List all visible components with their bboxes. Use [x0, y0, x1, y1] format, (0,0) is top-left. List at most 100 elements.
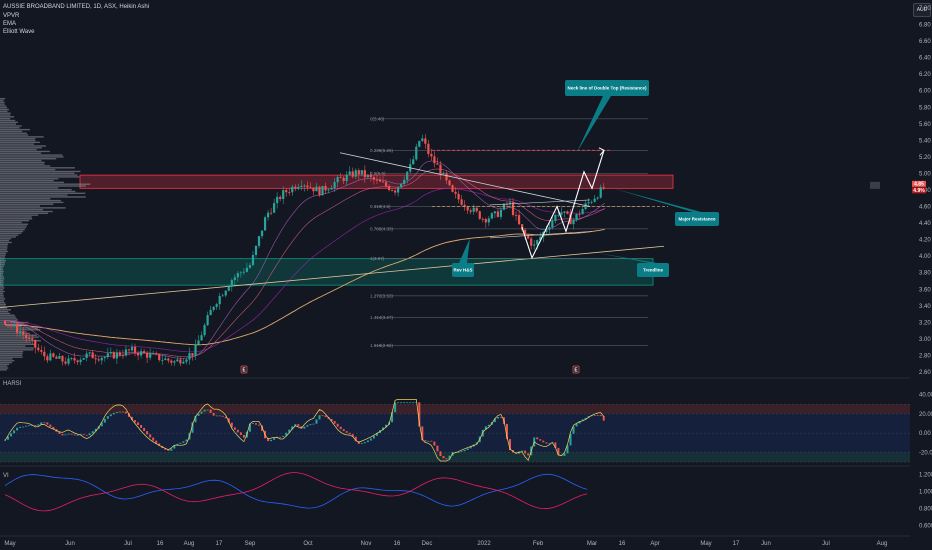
harsi-candle: [185, 439, 188, 442]
harsi-candle: [442, 456, 445, 459]
indicator-ema[interactable]: EMA: [3, 21, 17, 27]
time-axis-label: 17: [733, 541, 740, 547]
candle: [221, 295, 224, 297]
harsi-candle: [215, 415, 218, 417]
volume-profile-bar: [0, 130, 23, 133]
price-axis-label: 3.20: [919, 320, 931, 326]
harsi-candle: [158, 443, 161, 446]
time-axis-label: Jul: [822, 541, 830, 547]
harsi-candle: [406, 402, 409, 404]
volume-profile-bar: [0, 283, 4, 286]
candle: [15, 324, 19, 333]
price-axis-label: 6.60: [919, 39, 931, 45]
harsi-candle: [569, 433, 572, 446]
currency-button[interactable]: AUD: [913, 3, 931, 17]
harsi-candle: [496, 416, 499, 419]
earnings-marker[interactable]: [240, 365, 248, 374]
volume-profile-bar: [0, 199, 61, 202]
callout-neckline-label: Neck line of Double Top (Resistance): [568, 86, 647, 91]
volume-profile-bar: [0, 121, 18, 124]
candle: [139, 351, 143, 356]
harsi-axis-label: 20.00: [919, 412, 932, 418]
harsi-signal-line: [4, 399, 605, 462]
harsi-candle: [152, 437, 155, 441]
harsi-candle: [315, 419, 318, 424]
volume-profile-bar: [0, 345, 26, 347]
volume-profile-bar: [0, 258, 5, 260]
candle: [354, 170, 357, 177]
harsi-candle: [261, 425, 264, 431]
harsi-candle: [499, 416, 502, 418]
candle: [430, 153, 433, 157]
candle: [439, 164, 442, 175]
harsi-candle: [563, 453, 566, 456]
callout-rev-hs-label: Rev H&S: [453, 268, 472, 273]
change-label: 4.9%: [913, 188, 925, 194]
volume-profile-bar: [0, 350, 24, 353]
last-price-badge: [912, 180, 926, 187]
candle: [248, 265, 252, 268]
candle: [400, 183, 403, 188]
volume-profile-bar: [0, 276, 5, 278]
candle: [203, 325, 206, 336]
candle: [557, 214, 560, 216]
harsi-candle: [484, 426, 487, 430]
volume-profile-bar: [0, 198, 51, 200]
candle: [309, 187, 312, 188]
harsi-candle: [397, 402, 400, 404]
volume-profile-bar: [0, 361, 12, 364]
harsi-candle: [424, 440, 427, 442]
candle: [109, 352, 112, 354]
harsi-candle: [415, 402, 418, 404]
candle: [321, 185, 324, 196]
candle: [484, 219, 487, 223]
harsi-candle: [427, 440, 430, 442]
candle: [587, 202, 590, 204]
candle: [530, 238, 533, 246]
harsi-candle: [554, 442, 557, 448]
volume-profile-bar: [0, 305, 6, 307]
candle: [339, 177, 342, 178]
volume-profile-bar: [0, 156, 64, 158]
indicator-elliott-wave[interactable]: Elliott Wave: [3, 29, 35, 35]
volume-profile-bar: [0, 139, 36, 142]
candle: [170, 360, 173, 363]
harsi-candle: [578, 421, 581, 424]
candle: [239, 272, 242, 274]
candle: [524, 229, 527, 235]
harsi-candle: [164, 448, 167, 450]
candle: [194, 344, 197, 356]
volume-profile-bar: [0, 281, 4, 284]
time-axis-label: Nov: [361, 541, 372, 547]
trendline: [0, 245, 665, 308]
candle: [46, 356, 49, 361]
fib-level-label: 0.618(4.6): [370, 204, 391, 209]
harsi-candle: [403, 402, 406, 404]
harsi-candle: [436, 445, 439, 452]
volume-profile-bar: [0, 181, 65, 184]
indicator-vpvr[interactable]: VPVR: [3, 13, 20, 19]
volume-profile-bar: [0, 99, 4, 102]
price-axis-label: 3.60: [919, 287, 931, 293]
callout-major-resistance-box: [675, 212, 719, 226]
volume-profile-bar: [0, 292, 4, 295]
volume-profile-bar: [0, 134, 29, 136]
volume-profile-bar: [0, 263, 5, 265]
callout-rev-hs-pointer: [459, 238, 470, 263]
candle: [508, 202, 512, 205]
harsi-candle: [366, 440, 369, 443]
time-axis-label: Aug: [877, 541, 888, 547]
harsi-candle: [360, 443, 363, 445]
harsi-candle: [239, 432, 242, 435]
harsi-candle: [524, 450, 527, 454]
volume-profile-bar: [0, 332, 30, 335]
earnings-marker[interactable]: [572, 365, 580, 374]
harsi-candle: [599, 415, 602, 417]
harsi-candle: [593, 414, 596, 416]
volume-profile-bar: [0, 123, 16, 125]
callout-trendline-box: [637, 263, 669, 277]
harsi-candle: [230, 422, 233, 428]
volume-profile-bar: [0, 201, 64, 204]
harsi-candle: [254, 423, 257, 425]
